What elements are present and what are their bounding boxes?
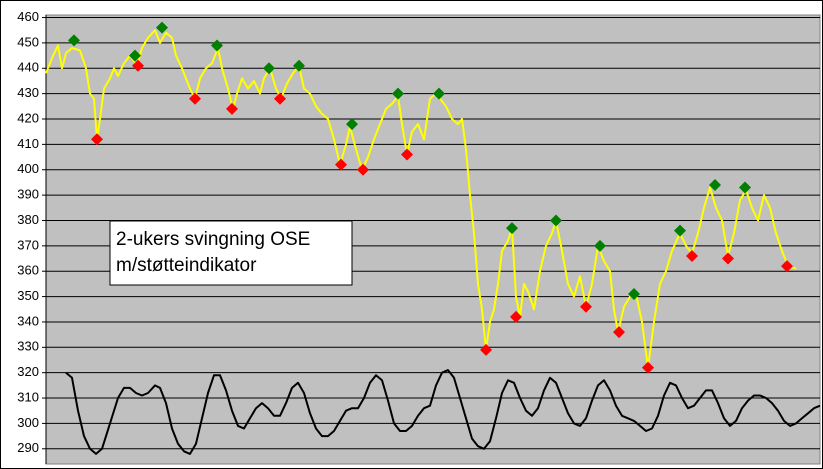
y-tick-label: 430 — [17, 85, 39, 100]
diamond-marker — [594, 239, 606, 252]
diamond-marker — [722, 252, 734, 265]
diamond-marker — [613, 326, 625, 339]
diamond-marker — [686, 249, 698, 262]
y-tick-label: 440 — [17, 60, 39, 75]
diamond-marker — [781, 260, 793, 273]
diamond-marker — [263, 62, 275, 75]
diamond-marker — [392, 87, 404, 100]
diamond-marker — [346, 118, 358, 131]
annotation-text: 2-ukers svingning OSE — [116, 229, 310, 250]
y-tick-label: 420 — [17, 110, 39, 125]
annotation-box — [109, 220, 353, 286]
y-tick-label: 350 — [17, 288, 39, 303]
diamond-marker — [132, 59, 144, 72]
diamond-marker — [433, 87, 445, 100]
y-tick-label: 310 — [17, 389, 39, 404]
diamond-marker — [156, 21, 168, 34]
diamond-marker — [335, 158, 347, 171]
line-series — [45, 29, 797, 369]
y-tick-label: 370 — [17, 237, 39, 252]
diamond-marker — [674, 224, 686, 237]
y-tick-label: 390 — [17, 187, 39, 202]
diamond-marker — [580, 300, 592, 313]
diamond-marker — [550, 214, 562, 227]
y-tick-label: 410 — [17, 136, 39, 151]
diamond-marker — [129, 49, 141, 62]
y-tick-label: 400 — [17, 161, 39, 176]
y-tick-label: 340 — [17, 313, 39, 328]
diamond-marker — [480, 343, 492, 356]
y-tick-label: 360 — [17, 263, 39, 278]
y-tick-label: 290 — [17, 440, 39, 455]
diamond-marker — [510, 310, 522, 323]
y-tick-label: 320 — [17, 364, 39, 379]
diamond-marker — [628, 288, 640, 301]
line-series — [65, 369, 821, 455]
diamond-marker — [274, 92, 286, 105]
diamond-marker — [357, 163, 369, 176]
y-tick-label: 300 — [17, 415, 39, 430]
annotation-text: m/støtteindikator — [116, 255, 257, 276]
diamond-marker — [226, 102, 238, 115]
diamond-marker — [709, 178, 721, 191]
diamond-marker — [189, 92, 201, 105]
y-tick-label: 330 — [17, 339, 39, 354]
diamond-marker — [91, 133, 103, 146]
y-tick-label: 460 — [17, 9, 39, 24]
diamond-marker — [739, 181, 751, 194]
diamond-marker — [211, 39, 223, 52]
diamond-marker — [401, 148, 413, 161]
y-tick-label: 380 — [17, 212, 39, 227]
diamond-marker — [642, 361, 654, 374]
y-tick-label: 450 — [17, 34, 39, 49]
diamond-marker — [293, 59, 305, 72]
diamond-marker — [506, 222, 518, 235]
diamond-marker — [68, 34, 80, 47]
